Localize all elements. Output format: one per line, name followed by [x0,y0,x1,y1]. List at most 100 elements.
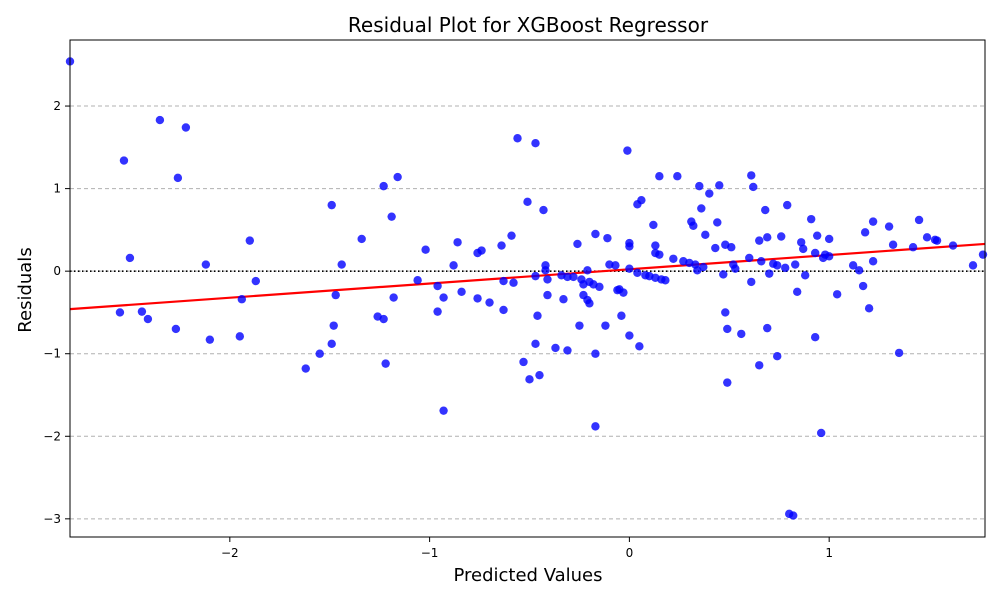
residual-point [541,266,550,275]
residual-point [329,321,338,330]
residual-point [625,264,634,273]
residual-point [669,254,678,263]
residual-point [757,257,766,266]
residual-point [773,351,782,361]
residual-point [948,241,958,250]
residual-point [697,204,706,213]
residual-point [783,200,792,210]
residual-point [914,215,924,225]
residual-point [713,218,722,227]
residual-point [453,238,462,247]
residual-point [569,272,578,282]
residual-point [777,232,786,241]
residual-point [860,228,870,237]
residual-point [251,276,260,286]
residual-point [201,260,211,269]
residual-point [523,197,532,207]
residual-point [591,349,600,358]
residual-point [633,268,642,278]
x-axis-ticks: −2 −1 0 1 [221,537,833,560]
residual-point [723,324,732,334]
residual-point [868,257,878,266]
residual-point [539,205,548,215]
y-tick-label: 1 [53,182,61,196]
residual-point [755,361,764,370]
residual-point [619,288,628,297]
residual-point [421,245,430,254]
residual-point [773,261,782,270]
residual-point [761,205,770,215]
x-tick-label: −2 [221,546,239,560]
gridlines [70,105,985,520]
residual-point [601,321,610,330]
residual-point [531,271,540,281]
residual-point [701,230,710,240]
residual-point [625,242,634,251]
residual-point [115,308,125,317]
residual-point [171,324,181,334]
residual-point [379,314,388,324]
residual-point [649,220,658,230]
plot-frame [69,39,986,538]
residual-point [531,138,540,148]
residual-point [884,222,894,231]
residual-point [747,277,756,287]
residual-point [737,329,746,339]
residual-point [507,231,516,240]
residual-point [389,293,398,302]
residual-point [155,115,165,125]
residual-point [181,123,191,132]
residual-point [797,238,806,247]
residual-point [812,231,822,240]
residual-point [591,422,600,431]
residual-point [315,349,324,358]
residual-point [559,295,568,304]
residual-point [747,171,756,180]
residual-point [810,248,820,258]
residual-point [763,323,772,333]
residual-point [237,295,247,304]
residual-point [864,304,874,313]
residual-point [635,342,644,351]
residual-point [533,311,542,320]
residual-point [806,214,816,224]
residual-point [327,200,336,210]
residual-point [824,252,834,261]
residual-point [625,331,634,340]
residual-point [563,346,572,355]
residual-point [655,172,664,181]
residual-point [655,250,664,259]
residual-point [800,271,810,280]
residual-point [387,212,396,221]
residual-point [637,195,646,205]
residual-point [749,182,758,192]
residual-point [798,244,808,254]
x-tick-label: 1 [825,546,833,560]
trend-line [69,242,986,311]
residual-point [791,260,800,269]
residual-point [205,335,215,344]
residual-point [173,173,183,183]
residual-point [331,290,340,300]
residual-point [699,262,708,272]
x-tick-label: −1 [421,546,439,560]
residual-point [301,364,310,373]
residual-point [765,269,774,278]
chart-title: Residual Plot for XGBoost Regressor [348,13,709,37]
residual-point [509,278,518,287]
residual-point [433,281,442,291]
residual-point [932,236,942,245]
residual-point [525,375,534,384]
residual-point [595,282,604,292]
residual-point [848,261,858,270]
residual-point [337,260,346,269]
residual-point [854,266,864,275]
residual-point [433,307,442,316]
residual-point [137,307,147,316]
residual-point [535,370,544,380]
residual-point [731,264,740,273]
residual-point [623,146,632,155]
residual-point [617,311,626,320]
residual-point [449,261,458,270]
residual-point [719,270,728,279]
